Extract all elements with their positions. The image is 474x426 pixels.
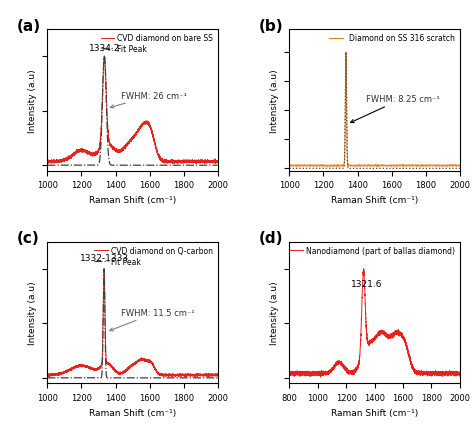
Legend: Diamond on SS 316 scratch: Diamond on SS 316 scratch [328, 34, 456, 44]
Fit Peak [185, 375, 191, 380]
CVD diamond on Q-carbon [172, 372, 177, 377]
Y-axis label: Intensity (a.u): Intensity (a.u) [28, 281, 37, 345]
Fit Peak [75, 163, 81, 168]
Fit Peak [155, 375, 161, 380]
Fit Peak [75, 375, 81, 380]
Fit Peak [109, 375, 115, 380]
Nanodiamond (part of ballas diamond) [361, 267, 366, 272]
CVD diamond on bare SS [75, 149, 81, 154]
Legend: CVD diamond on bare SS, Fit Peak: CVD diamond on bare SS, Fit Peak [100, 34, 214, 55]
CVD diamond on bare SS [101, 55, 107, 60]
Nanodiamond (part of ballas diamond) [286, 371, 292, 377]
Line: CVD diamond on Q-carbon: CVD diamond on Q-carbon [47, 269, 218, 377]
CVD diamond on bare SS [201, 162, 207, 167]
CVD diamond on Q-carbon [155, 372, 161, 377]
Diamond on SS 316 scratch [414, 164, 419, 169]
Fit Peak [155, 163, 161, 168]
X-axis label: Raman Shift (cm⁻¹): Raman Shift (cm⁻¹) [331, 408, 418, 417]
CVD diamond on bare SS [147, 124, 153, 129]
Y-axis label: Intensity (a.u): Intensity (a.u) [270, 69, 279, 132]
Nanodiamond (part of ballas diamond) [363, 317, 369, 322]
Diamond on SS 316 scratch [352, 164, 357, 169]
Diamond on SS 316 scratch [286, 164, 292, 169]
Diamond on SS 316 scratch [397, 164, 403, 169]
Fit Peak [109, 163, 115, 168]
X-axis label: Raman Shift (cm⁻¹): Raman Shift (cm⁻¹) [331, 196, 418, 204]
Line: CVD diamond on bare SS: CVD diamond on bare SS [47, 57, 218, 164]
Text: 1332-1333: 1332-1333 [80, 253, 128, 262]
Fit Peak [101, 267, 107, 272]
CVD diamond on bare SS [45, 159, 50, 164]
CVD diamond on Q-carbon [147, 358, 153, 363]
Fit Peak [147, 375, 153, 380]
Text: (b): (b) [259, 18, 283, 34]
Diamond on SS 316 scratch [318, 163, 323, 168]
CVD diamond on bare SS [109, 146, 115, 151]
Text: 1334.2: 1334.2 [89, 43, 120, 52]
Diamond on SS 316 scratch [388, 164, 394, 169]
Fit Peak [45, 375, 50, 380]
Nanodiamond (part of ballas diamond) [456, 371, 461, 376]
Nanodiamond (part of ballas diamond) [327, 368, 333, 373]
Y-axis label: Intensity (a.u): Intensity (a.u) [28, 69, 37, 132]
Text: (d): (d) [259, 230, 283, 246]
Fit Peak [147, 163, 153, 168]
Nanodiamond (part of ballas diamond) [328, 368, 334, 373]
Text: (c): (c) [17, 230, 39, 246]
Fit Peak [185, 163, 191, 168]
Line: Diamond on SS 316 scratch: Diamond on SS 316 scratch [289, 53, 460, 167]
CVD diamond on Q-carbon [183, 374, 189, 380]
Text: FWHM: 26 cm⁻¹: FWHM: 26 cm⁻¹ [110, 91, 187, 109]
CVD diamond on Q-carbon [45, 371, 50, 377]
Nanodiamond (part of ballas diamond) [326, 369, 332, 374]
Fit Peak [45, 163, 50, 168]
Fit Peak [172, 163, 177, 168]
Text: FWHM: 11.5 cm⁻¹: FWHM: 11.5 cm⁻¹ [110, 308, 194, 331]
CVD diamond on bare SS [155, 153, 161, 158]
Diamond on SS 316 scratch [427, 164, 432, 169]
X-axis label: Raman Shift (cm⁻¹): Raman Shift (cm⁻¹) [89, 196, 176, 204]
Nanodiamond (part of ballas diamond) [318, 374, 324, 380]
Fit Peak [215, 375, 221, 380]
Text: (a): (a) [17, 18, 41, 34]
Text: 1321.6: 1321.6 [351, 279, 382, 288]
CVD diamond on bare SS [185, 159, 191, 164]
Nanodiamond (part of ballas diamond) [351, 370, 356, 375]
CVD diamond on bare SS [215, 159, 221, 164]
Fit Peak [215, 163, 221, 168]
Fit Peak [172, 375, 177, 380]
Fit Peak [101, 55, 107, 60]
Legend: Nanodiamond (part of ballas diamond): Nanodiamond (part of ballas diamond) [289, 246, 456, 256]
Line: Fit Peak: Fit Peak [47, 57, 218, 166]
Y-axis label: Intensity (a.u): Intensity (a.u) [270, 281, 279, 345]
CVD diamond on Q-carbon [185, 373, 191, 378]
CVD diamond on bare SS [172, 158, 177, 164]
Diamond on SS 316 scratch [343, 50, 349, 55]
Nanodiamond (part of ballas diamond) [457, 373, 463, 378]
Diamond on SS 316 scratch [457, 163, 463, 168]
CVD diamond on Q-carbon [109, 364, 115, 369]
Line: Fit Peak: Fit Peak [47, 269, 218, 378]
Text: FWHM: 8.25 cm⁻¹: FWHM: 8.25 cm⁻¹ [351, 95, 440, 123]
Fit Peak [174, 163, 180, 168]
CVD diamond on Q-carbon [75, 363, 81, 368]
Diamond on SS 316 scratch [389, 164, 394, 169]
CVD diamond on Q-carbon [215, 372, 221, 377]
Line: Nanodiamond (part of ballas diamond): Nanodiamond (part of ballas diamond) [289, 269, 460, 377]
CVD diamond on Q-carbon [101, 267, 107, 272]
X-axis label: Raman Shift (cm⁻¹): Raman Shift (cm⁻¹) [89, 408, 176, 417]
Legend: CVD diamond on Q-carbon, Fit Peak: CVD diamond on Q-carbon, Fit Peak [94, 246, 214, 267]
